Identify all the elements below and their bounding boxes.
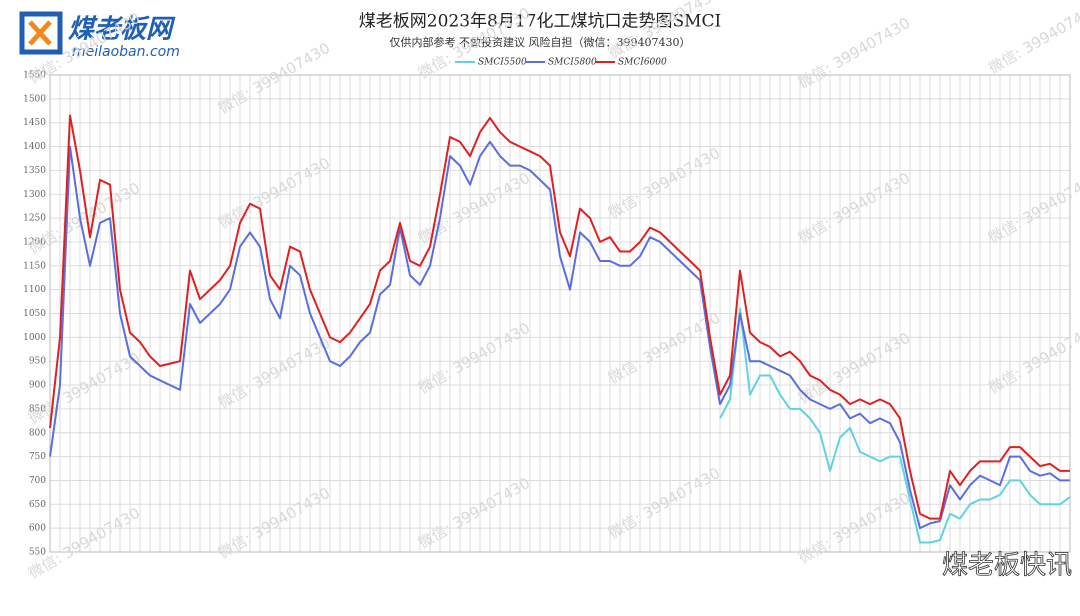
- y-tick-label: 750: [29, 452, 46, 462]
- y-tick-label: 850: [29, 404, 46, 414]
- brand-site: meilaoban.com: [72, 44, 180, 60]
- y-tick-label: 1350: [23, 166, 46, 176]
- y-tick-label: 650: [29, 500, 46, 510]
- logo: 煤老板网 meilaoban.com: [19, 11, 180, 60]
- y-tick-label: 700: [29, 476, 46, 486]
- y-tick-label: 900: [29, 381, 46, 391]
- chart-title: 煤老板网2023年8月17化工煤坑口走势图SMCI: [359, 12, 722, 32]
- lines: [49, 114, 1071, 544]
- y-tick-label: 1050: [23, 309, 46, 319]
- logo-icon: [28, 20, 52, 46]
- series-line: [49, 114, 1070, 520]
- legend: SMCI5500 SMCI5800 SMCI6000: [455, 58, 667, 68]
- legend-label: SMCI6000: [618, 58, 667, 68]
- y-tick-label: 1100: [23, 285, 46, 295]
- y-tick-label: 1300: [23, 190, 46, 200]
- series-line: [49, 140, 1070, 530]
- legend-label: SMCI5800: [548, 58, 597, 68]
- footer-brand: 煤老板快讯: [942, 551, 1072, 581]
- y-tick-label: 1550: [23, 71, 46, 81]
- brand-name: 煤老板网: [68, 15, 176, 45]
- plot-frame: [49, 74, 1071, 553]
- y-tick-label: 1500: [23, 94, 46, 104]
- y-tick-label: 1450: [23, 118, 46, 128]
- series-line: [719, 307, 1071, 544]
- y-tick-label: 1250: [23, 214, 46, 224]
- y-tick-label: 1200: [23, 237, 46, 247]
- y-tick-label: 550: [29, 548, 46, 558]
- y-tick-label: 1150: [23, 261, 46, 271]
- y-tick-label: 800: [29, 428, 46, 438]
- y-tick-label: 1000: [23, 333, 46, 343]
- legend-label: SMCI5500: [478, 58, 527, 68]
- y-tick-label: 950: [29, 357, 46, 367]
- chart-subtitle: 仅供内部参考 不做投资建议 风险自担（微信：399407430）: [390, 35, 691, 49]
- y-tick-label: 1400: [23, 142, 46, 152]
- y-tick-label: 600: [29, 524, 46, 534]
